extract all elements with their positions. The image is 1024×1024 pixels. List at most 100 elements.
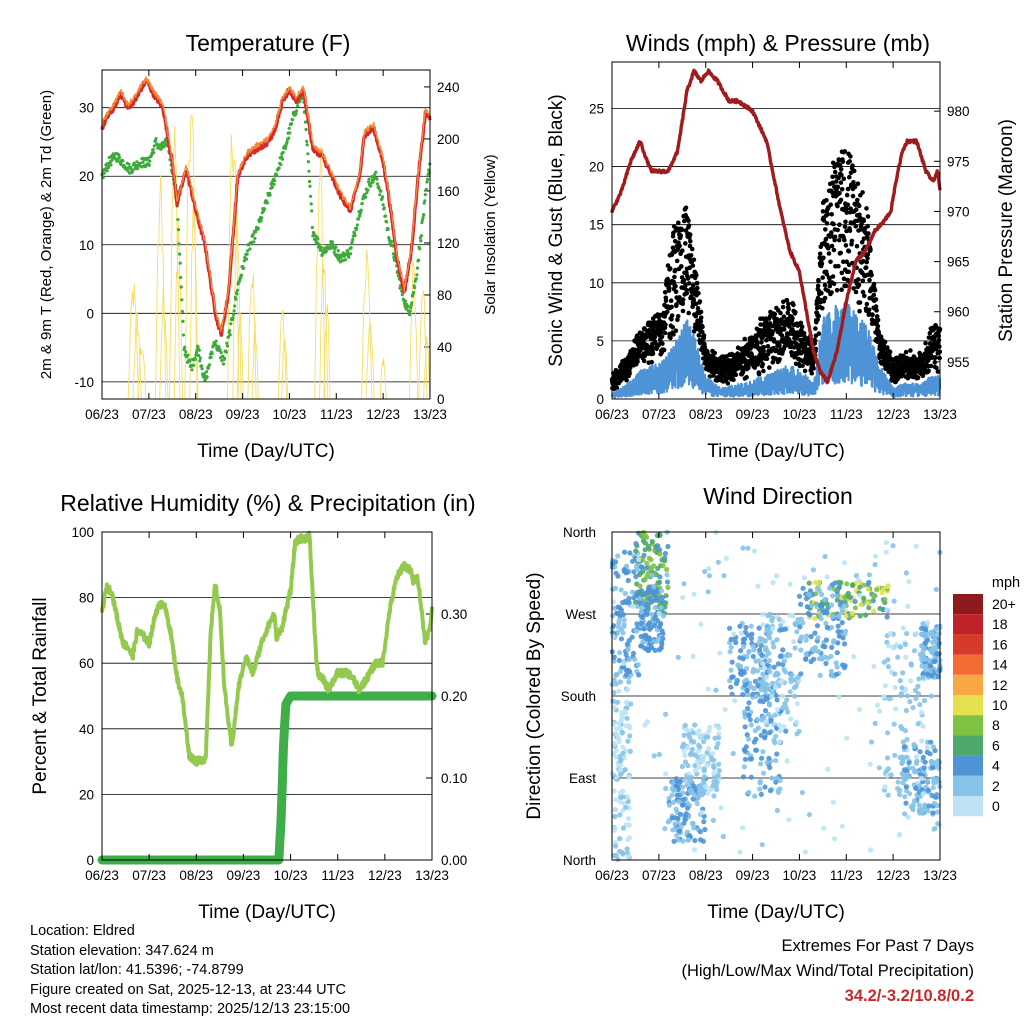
gust-point [749,351,754,357]
direction-point [632,599,639,605]
direction-point [626,679,632,685]
gust-point [673,328,679,334]
gust-point [819,261,825,266]
direction-point [698,790,704,796]
dewpoint-point [273,179,277,183]
direction-point [753,747,759,753]
direction-point [728,684,734,690]
gust-point [668,298,674,304]
temperature-xtick-label: 07/23 [132,407,166,422]
solar-spike [173,222,183,400]
gust-point [934,365,939,371]
gust-point [685,276,691,281]
direction-point [829,613,836,620]
direction-point [701,779,707,785]
direction-point [638,620,644,627]
gust-point [839,187,845,192]
dewpoint-point [383,214,387,218]
direction-ytick-label: East [569,771,596,786]
gust-point [865,252,871,257]
direction-point [740,656,746,662]
humidity-ylabel: Percent & Total Rainfall [30,597,51,794]
dewpoint-point [422,213,426,217]
direction-point [681,732,687,738]
gust-point [755,362,761,367]
dewpoint-point [178,261,182,265]
solar-spike [423,336,431,400]
direction-point [704,762,710,768]
direction-point [637,601,644,607]
direction-point [757,647,763,653]
gust-point [824,198,829,203]
gust-point [835,184,841,190]
direction-point [919,738,925,744]
gust-point [799,324,805,330]
direction-point [897,832,903,838]
direction-ytick-label: North [563,525,596,540]
direction-point [831,638,837,644]
direction-point [654,543,660,549]
solar-spike [361,249,373,400]
gust-point [827,275,832,281]
direction-point [690,653,696,660]
winds-frame [611,61,941,400]
direction-point [732,698,738,704]
direction-point [815,648,821,655]
colorbar-label: 4 [992,758,1000,774]
direction-point [715,772,721,779]
direction-point [917,702,923,708]
direction-point [611,654,617,660]
gust-point [847,159,852,164]
direction-point [867,847,874,853]
dewpoint-point [246,249,250,253]
gust-point [851,180,856,185]
direction-point [872,720,878,727]
direction-point [627,733,633,739]
dewpoint-point [353,234,357,238]
direction-point [666,795,672,802]
colorbar-label: 12 [992,677,1008,693]
gust-point [920,373,926,379]
gust-point [767,313,773,319]
direction-point [861,595,867,601]
direction-point [827,585,833,591]
gust-point [666,285,672,291]
direction-point [665,584,671,591]
temperature-panel: -10 0 10 20 30 0 40 80 120 160 200 240 06/23 07/23 08/… [38,30,499,462]
direction-point [767,788,774,794]
direction-point [774,751,780,757]
direction-point [748,636,755,642]
direction-point [687,788,693,794]
direction-point [657,551,663,557]
direction-point [649,645,655,651]
direction-point [929,650,935,656]
direction-point [829,644,835,651]
direction-point [626,835,633,841]
gust-point [862,293,867,299]
humidity-y2tick-label: 0.20 [441,689,467,704]
direction-point [623,563,630,569]
direction-point [900,739,906,745]
gust-point [813,326,818,331]
direction-point [625,738,631,744]
direction-point [906,760,912,766]
direction-point [751,686,757,692]
winds-ytick-label: 15 [589,218,604,233]
direction-point [762,784,768,790]
gust-point [680,297,686,302]
direction-point [810,567,817,573]
direction-point [935,674,941,680]
direction-point [753,658,759,664]
direction-point [620,750,626,756]
dewpoint-point [384,220,389,224]
direction-point [634,621,640,627]
dewpoint-point [272,182,276,186]
direction-point [722,706,728,713]
direction-point [610,613,616,619]
direction-point [921,698,928,704]
dewpoint-point [242,259,246,263]
direction-point [852,598,858,605]
gust-point [816,313,821,319]
direction-point [618,587,624,593]
